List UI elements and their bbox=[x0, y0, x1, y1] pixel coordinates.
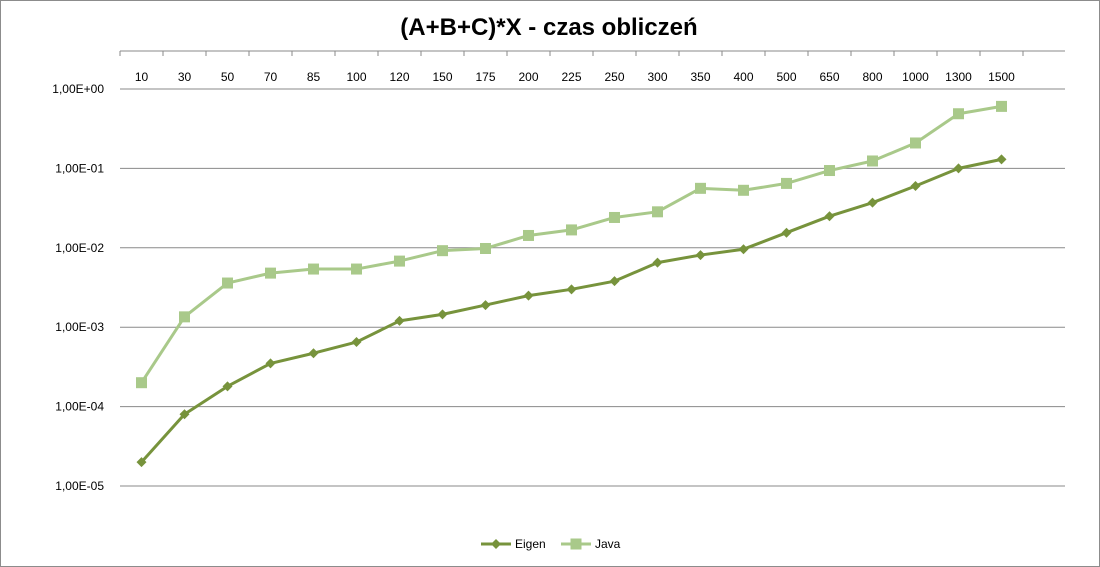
data-point-java bbox=[996, 100, 1007, 112]
data-point-eigen bbox=[179, 409, 190, 420]
data-point-java bbox=[394, 255, 405, 267]
data-point-java bbox=[652, 206, 663, 218]
data-point-java bbox=[953, 108, 964, 120]
x-tick-label: 50 bbox=[221, 70, 235, 84]
gridlines bbox=[120, 88, 1065, 487]
y-tick-label: 1,00E-05 bbox=[55, 479, 104, 493]
data-point-eigen bbox=[953, 163, 964, 174]
x-tick-label: 800 bbox=[862, 70, 882, 84]
data-point-java bbox=[695, 182, 706, 194]
data-point-java bbox=[265, 267, 276, 279]
data-point-eigen bbox=[222, 381, 233, 392]
y-tick-label: 1,00E-01 bbox=[55, 161, 104, 175]
x-tick-label: 200 bbox=[518, 70, 538, 84]
axes bbox=[119, 50, 1065, 56]
legend: Eigen Java bbox=[481, 537, 621, 551]
x-tick-label: 1000 bbox=[902, 70, 929, 84]
x-tick-label: 1300 bbox=[945, 70, 972, 84]
x-tick-label: 225 bbox=[561, 70, 581, 84]
data-point-eigen bbox=[566, 284, 577, 295]
data-point-eigen bbox=[738, 244, 749, 255]
x-tick-label: 250 bbox=[604, 70, 624, 84]
data-point-java bbox=[824, 165, 835, 177]
x-tick-label: 150 bbox=[432, 70, 452, 84]
data-point-eigen bbox=[652, 257, 663, 268]
x-tick-label: 85 bbox=[307, 70, 321, 84]
legend-marker-java bbox=[570, 538, 582, 550]
data-point-java bbox=[437, 245, 448, 257]
data-point-java bbox=[738, 184, 749, 196]
series-layer bbox=[136, 100, 1007, 468]
data-point-java bbox=[308, 263, 319, 275]
legend-marker-eigen bbox=[491, 539, 501, 549]
x-tick-label: 650 bbox=[819, 70, 839, 84]
data-point-java bbox=[523, 229, 534, 241]
x-axis-tick-labels: 10 30 50 70 85 100 120 150 175 200 225 250 300 350 400… bbox=[135, 70, 1015, 84]
x-tick-label: 100 bbox=[346, 70, 366, 84]
chart-title: (A+B+C)*X - czas obliczeń bbox=[400, 14, 698, 41]
data-point-java bbox=[867, 155, 878, 167]
y-tick-label: 1,00E+00 bbox=[52, 82, 104, 96]
data-point-eigen bbox=[523, 290, 534, 301]
x-tick-label: 70 bbox=[264, 70, 278, 84]
y-tick-label: 1,00E-04 bbox=[55, 400, 104, 414]
data-point-java bbox=[136, 377, 147, 389]
x-tick-label: 175 bbox=[475, 70, 495, 84]
data-point-eigen bbox=[394, 315, 405, 326]
data-point-eigen bbox=[480, 300, 491, 311]
data-point-java bbox=[781, 177, 792, 189]
x-tick-label: 1500 bbox=[988, 70, 1015, 84]
data-point-eigen bbox=[265, 358, 276, 369]
x-tick-label: 10 bbox=[135, 70, 149, 84]
data-point-eigen bbox=[351, 337, 362, 348]
y-axis-tick-labels: 1,00E+00 1,00E-01 1,00E-02 1,00E-03 1,00E-04… bbox=[52, 82, 104, 493]
data-point-eigen bbox=[308, 348, 319, 359]
data-point-java bbox=[351, 263, 362, 275]
legend-label-java: Java bbox=[595, 537, 621, 551]
data-point-eigen bbox=[996, 154, 1007, 165]
data-point-eigen bbox=[867, 197, 878, 208]
legend-label-eigen: Eigen bbox=[515, 537, 546, 551]
data-point-eigen bbox=[136, 457, 147, 468]
x-tick-label: 30 bbox=[178, 70, 192, 84]
series-line-java bbox=[140, 104, 1002, 384]
data-point-eigen bbox=[910, 181, 921, 192]
x-tick-label: 300 bbox=[647, 70, 667, 84]
y-tick-label: 1,00E-03 bbox=[55, 320, 104, 334]
data-point-eigen bbox=[695, 250, 706, 261]
x-tick-label: 500 bbox=[776, 70, 796, 84]
data-point-java bbox=[222, 277, 233, 289]
data-point-java bbox=[480, 242, 491, 254]
data-point-eigen bbox=[781, 227, 792, 238]
x-tick-label: 120 bbox=[389, 70, 409, 84]
data-point-eigen bbox=[824, 211, 835, 222]
data-point-java bbox=[179, 311, 190, 323]
data-point-eigen bbox=[609, 276, 620, 287]
x-tick-label: 350 bbox=[690, 70, 710, 84]
data-point-java bbox=[566, 224, 577, 236]
x-tick-label: 400 bbox=[733, 70, 753, 84]
data-point-java bbox=[910, 137, 921, 149]
y-tick-label: 1,00E-02 bbox=[55, 241, 104, 255]
data-point-eigen bbox=[437, 309, 448, 320]
data-point-java bbox=[609, 211, 620, 223]
